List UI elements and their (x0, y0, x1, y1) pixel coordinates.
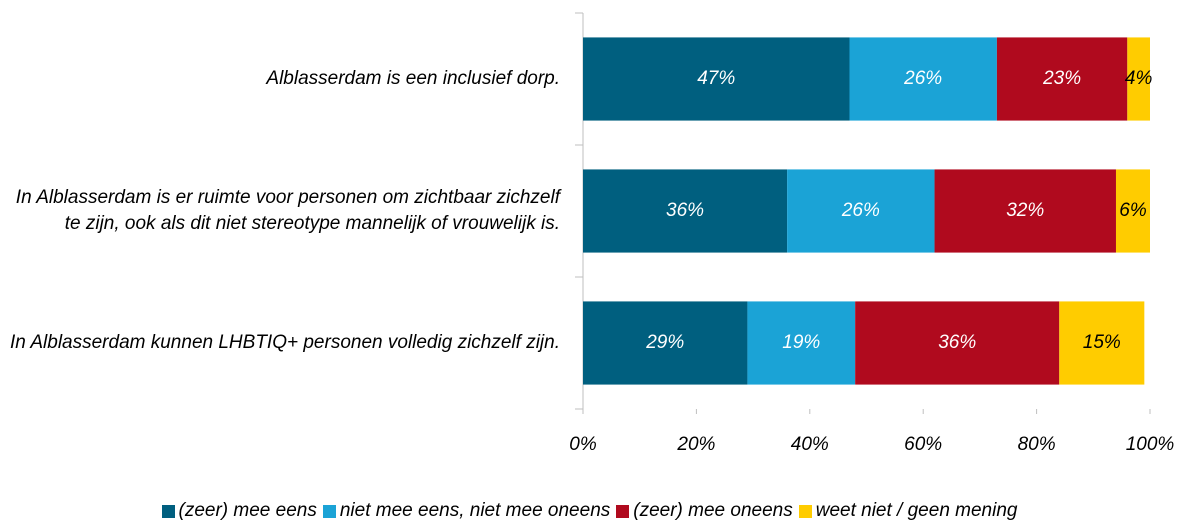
category-label: Alblasserdam is een inclusief dorp. (266, 68, 560, 89)
legend-item: weet niet / geen mening (798, 500, 1018, 522)
legend-swatch (616, 504, 630, 518)
legend-label: (zeer) mee oneens (633, 500, 793, 521)
data-label: 26% (903, 68, 942, 89)
x-tick-label: 60% (904, 434, 942, 455)
legend-item: (zeer) mee oneens (616, 500, 793, 522)
bar-segment (747, 301, 856, 385)
data-label: 36% (666, 200, 704, 221)
data-label: 19% (782, 332, 820, 353)
category-label: In Alblasserdam kunnen LHBTIQ+ personen … (9, 332, 560, 353)
bar-segment (849, 37, 997, 121)
legend-swatch (798, 504, 812, 518)
legend-label: weet niet / geen mening (815, 500, 1018, 521)
bar-segment (583, 169, 788, 253)
data-label: 23% (1042, 68, 1081, 89)
data-label: 32% (1006, 200, 1044, 221)
legend: (zeer) mee eens niet mee eens, niet mee o… (0, 500, 1179, 522)
data-label: 15% (1083, 332, 1121, 353)
category-label: In Alblasserdam is er ruimte voor person… (15, 187, 560, 234)
legend-swatch (322, 504, 336, 518)
x-tick-label: 20% (676, 434, 715, 455)
bar-segment (996, 37, 1128, 121)
bar-segment (583, 301, 748, 385)
x-tick-label: 40% (791, 434, 829, 455)
bar-segment (583, 37, 850, 121)
data-label: 29% (645, 332, 684, 353)
legend-swatch (161, 504, 175, 518)
x-tick-label: 0% (569, 434, 597, 455)
data-label: 36% (938, 332, 976, 353)
bar-segment (934, 169, 1116, 253)
legend-item: (zeer) mee eens (161, 500, 317, 522)
data-label: 6% (1119, 200, 1147, 221)
legend-label: niet mee eens, niet mee oneens (339, 500, 611, 521)
data-label: 4% (1125, 68, 1153, 89)
bar-segment (1059, 301, 1145, 385)
bar-segment (1115, 169, 1150, 253)
legend-label: (zeer) mee eens (178, 500, 317, 521)
x-tick-label: 80% (1018, 434, 1056, 455)
bar-segment (787, 169, 935, 253)
data-label: 47% (697, 68, 735, 89)
bar-segment (1127, 37, 1150, 121)
x-tick-label: 100% (1126, 434, 1175, 455)
legend-item: niet mee eens, niet mee oneens (322, 500, 611, 522)
data-label: 26% (841, 200, 880, 221)
bar-segment (855, 301, 1060, 385)
